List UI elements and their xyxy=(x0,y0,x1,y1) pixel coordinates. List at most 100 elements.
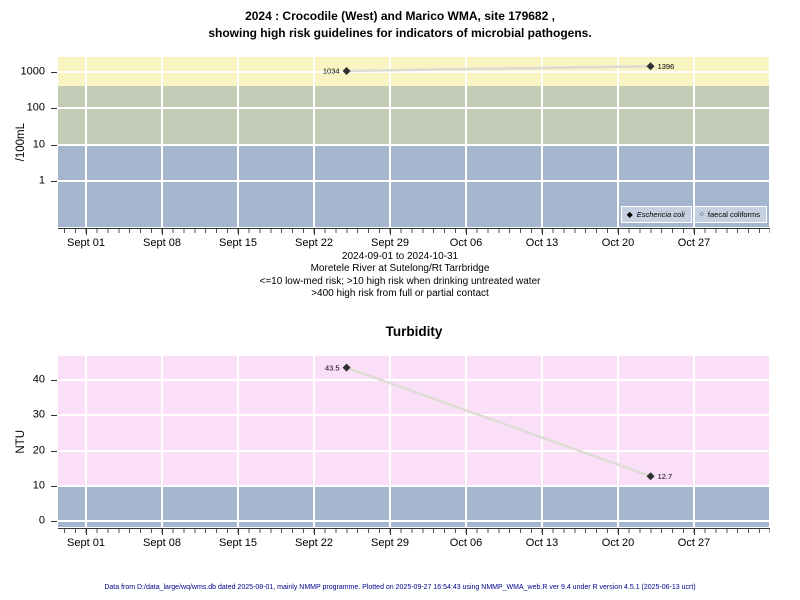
plot-panel-turbidity: 43.5 12.7 xyxy=(58,356,770,527)
gridline-horizontal xyxy=(58,414,770,417)
data-point-label: 1034 xyxy=(323,67,340,76)
x-tick-mark xyxy=(314,529,315,535)
x-tick-label: Oct 20 xyxy=(601,537,635,549)
x-tick-label: Sept 22 xyxy=(295,237,333,249)
x-axis-tick-strip xyxy=(58,528,770,535)
y-tick-label: 40 xyxy=(32,373,45,386)
series-line xyxy=(346,64,651,73)
gridline-vertical xyxy=(85,57,87,227)
legend: ◆ Eschericia coli ○ faecal coliforms xyxy=(620,206,767,223)
x-axis-microbial: Sept 01 Sept 08 Sept 15 Sept 22 Sept 29 Oct 0… xyxy=(58,227,770,253)
x-tick-mark xyxy=(390,529,391,535)
x-tick-mark xyxy=(694,529,695,535)
y-tick-label: 1000 xyxy=(20,64,45,77)
x-tick-label: Oct 13 xyxy=(525,537,559,549)
turbidity-series-plot: 43.5 12.7 xyxy=(325,363,673,481)
gridline-horizontal xyxy=(58,379,770,381)
x-tick-mark xyxy=(618,529,619,535)
gridline-horizontal xyxy=(58,449,770,452)
figure-title-line1: 2024 : Crocodile (West) and Marico WMA, … xyxy=(245,9,555,23)
x-tick-label: Oct 20 xyxy=(601,237,635,249)
x-axis-tick-strip xyxy=(58,228,770,235)
gridline-vertical xyxy=(541,57,543,227)
gridline-vertical xyxy=(161,356,163,527)
gridline-vertical xyxy=(541,356,543,527)
y-tick-mark xyxy=(51,485,57,487)
figure-title: 2024 : Crocodile (West) and Marico WMA, … xyxy=(0,8,800,42)
x-tick-label: Sept 15 xyxy=(219,237,257,249)
x-tick-label: Sept 22 xyxy=(295,537,333,549)
gridline-vertical xyxy=(389,57,391,227)
figure-title-line2: showing high risk guidelines for indicat… xyxy=(208,26,592,40)
x-tick-mark xyxy=(694,229,695,235)
y-tick-label: 20 xyxy=(32,443,45,456)
microbial-series-plot: 1034 1396 xyxy=(323,62,675,76)
gridline-horizontal xyxy=(58,143,770,146)
gridline-vertical xyxy=(313,356,315,527)
data-point-diamond xyxy=(342,363,351,372)
gridline-horizontal xyxy=(58,180,770,182)
x-tick-label: Sept 08 xyxy=(143,237,181,249)
x-tick-mark xyxy=(314,229,315,235)
x-tick-label: Oct 06 xyxy=(449,237,483,249)
gridline-vertical xyxy=(85,356,87,527)
gridline-vertical xyxy=(237,57,239,227)
subcaption-guideline1: <=10 low-med risk; >10 high risk when dr… xyxy=(259,275,541,287)
y-tick-mark xyxy=(51,181,57,182)
x-tick-mark xyxy=(542,529,543,535)
x-tick-mark xyxy=(238,229,239,235)
band-medium-risk xyxy=(58,86,770,145)
x-tick-mark xyxy=(390,229,391,235)
gridline-vertical xyxy=(617,356,619,527)
data-point-label: 12.7 xyxy=(658,472,673,481)
subcaption: 2024-09-01 to 2024-10-31 Moretele River … xyxy=(0,251,800,301)
gridline-vertical xyxy=(465,356,467,527)
x-tick-mark xyxy=(238,529,239,535)
gridline-vertical xyxy=(389,356,391,527)
gridline-horizontal xyxy=(58,70,770,73)
y-tick-label: 0 xyxy=(38,514,45,527)
y-tick-label: 10 xyxy=(32,137,45,150)
legend-item-faecal-coliforms: ○ faecal coliforms xyxy=(693,206,767,223)
gridline-vertical xyxy=(693,57,695,227)
gridline-vertical xyxy=(237,356,239,527)
plot-panel-microbial: 1034 1396 ◆ Eschericia coli ○ faecal coli… xyxy=(58,57,770,227)
band-above-10ntu xyxy=(58,356,770,486)
series-line xyxy=(346,366,651,478)
x-tick-mark xyxy=(86,529,87,535)
x-tick-label: Sept 01 xyxy=(67,537,105,549)
y-tick-label: 1 xyxy=(38,174,45,187)
y-tick-label: 10 xyxy=(32,479,45,492)
gridline-horizontal xyxy=(58,520,770,522)
gridline-vertical xyxy=(769,356,770,527)
gridline-vertical xyxy=(161,57,163,227)
x-tick-label: Sept 29 xyxy=(371,537,409,549)
filled-diamond-icon: ◆ xyxy=(626,209,633,219)
x-tick-label: Oct 06 xyxy=(449,537,483,549)
y-tick-mark xyxy=(51,450,57,452)
data-point-diamond xyxy=(646,62,655,71)
x-tick-mark xyxy=(86,229,87,235)
gridline-vertical xyxy=(313,57,315,227)
x-tick-mark xyxy=(466,229,467,235)
subcaption-guideline2: >400 high risk from full or partial cont… xyxy=(311,288,489,300)
y-tick-label: 100 xyxy=(26,101,45,114)
subcaption-site: Moretele River at Sutelong/Rt Tarrbridge xyxy=(310,263,490,275)
subcaption-date-range: 2024-09-01 to 2024-10-31 xyxy=(341,251,459,262)
legend-item-ecoli: ◆ Eschericia coli xyxy=(620,206,692,223)
y-tick-mark xyxy=(51,108,57,109)
y-axis-turbidity: 40 30 20 10 0 xyxy=(0,356,58,527)
data-point-diamond xyxy=(342,66,351,75)
y-tick-mark xyxy=(51,380,57,381)
legend-label-ecoli: Eschericia coli xyxy=(636,210,685,219)
x-tick-label: Oct 13 xyxy=(525,237,559,249)
x-tick-mark xyxy=(466,529,467,535)
gridline-vertical xyxy=(617,57,619,227)
legend-label-faecal-coliforms: faecal coliforms xyxy=(707,210,760,219)
y-tick-mark xyxy=(51,521,57,522)
gridline-vertical xyxy=(693,356,695,527)
x-tick-label: Sept 15 xyxy=(219,537,257,549)
data-point-label: 1396 xyxy=(658,62,675,71)
gridline-horizontal xyxy=(58,484,770,487)
